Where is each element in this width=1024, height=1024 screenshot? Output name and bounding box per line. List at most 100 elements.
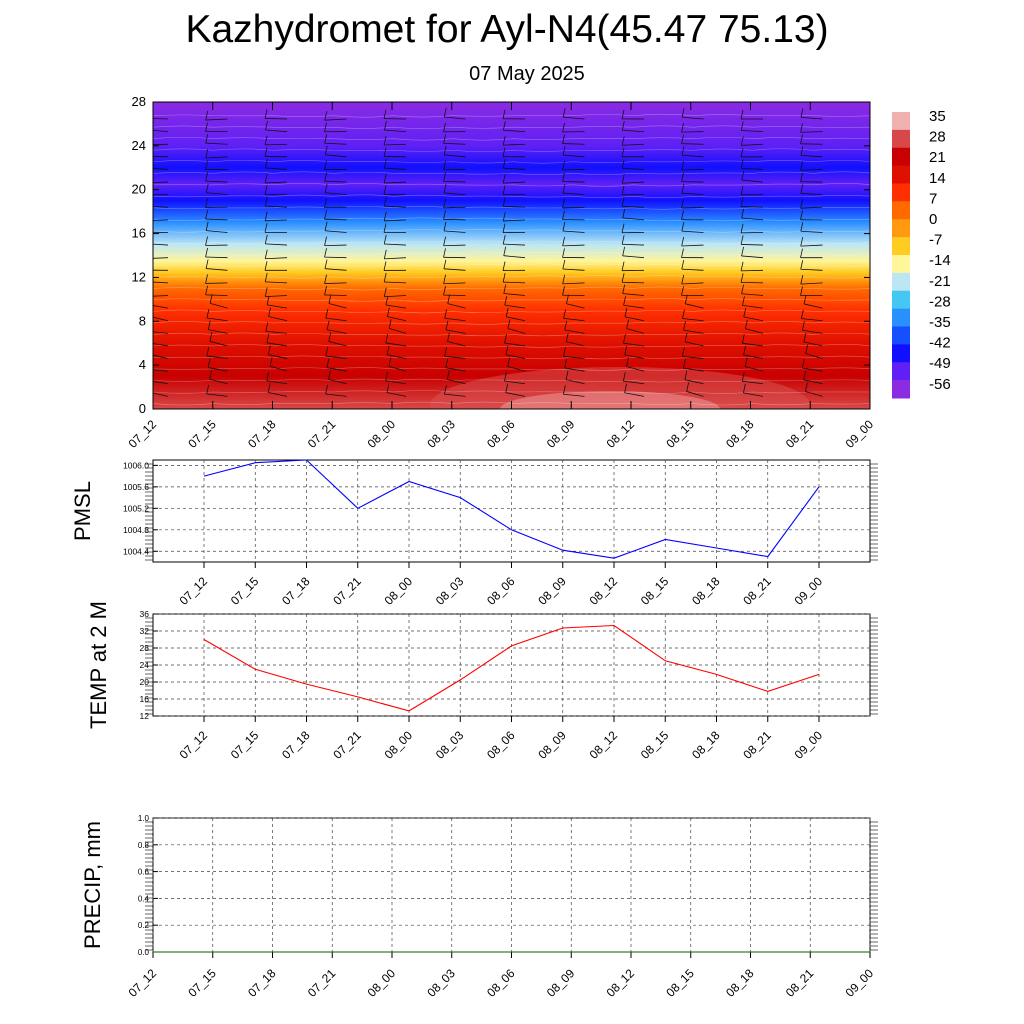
wind-barb	[264, 185, 288, 196]
wind-barb-feather	[504, 333, 507, 344]
wind-barb-feather	[624, 383, 627, 393]
wind-barb	[740, 197, 764, 208]
wind-barb	[386, 383, 407, 397]
y-axis-label: PRECIP, mm	[80, 821, 105, 949]
x-tick-label: 07_12	[177, 574, 211, 608]
wind-barb-feather	[324, 198, 327, 208]
wind-barb-staff	[153, 354, 169, 359]
x-tick-label: 08_12	[604, 966, 638, 1000]
wind-barb-feather	[800, 275, 804, 285]
wind-barb-feather	[383, 135, 387, 146]
y-tick-label: 24	[132, 138, 146, 153]
wind-barb-feather	[563, 309, 566, 319]
x-tick-label: 08_12	[604, 417, 638, 451]
x-tick-label: 07_15	[185, 417, 219, 451]
wind-barb	[445, 320, 466, 334]
wind-barb-staff	[743, 354, 764, 359]
wind-barb	[741, 246, 764, 259]
wind-barb	[328, 332, 347, 347]
wind-barb	[800, 260, 823, 271]
wind-barb-feather	[800, 210, 803, 220]
wind-barb-staff	[325, 192, 347, 196]
wind-barb-feather	[800, 286, 803, 296]
wind-barb-staff	[443, 218, 466, 221]
wind-barb-feather	[800, 134, 803, 144]
wind-barb-feather	[800, 222, 804, 232]
wind-barb	[153, 354, 169, 359]
wind-barb-staff	[266, 304, 288, 309]
y-tick-label: 0.6	[138, 868, 150, 877]
wind-barb-feather	[264, 185, 268, 195]
wind-barb-staff	[741, 130, 764, 133]
wind-barb	[562, 172, 585, 183]
wind-barb-staff	[626, 328, 645, 334]
wind-barb	[681, 146, 704, 158]
wind-barb-feather	[266, 295, 270, 305]
wind-barb	[502, 211, 526, 222]
wind-barb-feather	[681, 172, 684, 182]
wind-barb-feather	[388, 357, 392, 367]
wind-barb-staff	[623, 304, 645, 309]
wind-barb	[447, 294, 466, 309]
x-tick-label: 08_00	[382, 574, 416, 608]
wind-barb-feather	[446, 370, 450, 380]
wind-barb-feather	[443, 259, 447, 269]
wind-barb-staff	[385, 304, 407, 309]
wind-barb	[265, 158, 288, 170]
wind-barb-feather	[383, 185, 387, 195]
colorbar-label: -21	[929, 273, 951, 290]
wind-barb-staff	[684, 341, 704, 347]
wind-barb	[383, 196, 407, 208]
wind-barb	[507, 357, 526, 372]
wind-barb	[267, 383, 288, 397]
wind-barb-feather	[686, 382, 690, 392]
wind-barb-staff	[681, 230, 704, 233]
wind-barb-staff	[563, 393, 585, 397]
wind-barb-staff	[562, 143, 585, 145]
wind-barb	[324, 198, 347, 209]
wind-barb	[803, 332, 823, 347]
wind-barb-feather	[383, 223, 387, 233]
wind-barb-staff	[385, 380, 407, 385]
wind-barb	[802, 321, 823, 334]
wind-barb-staff	[741, 143, 764, 146]
wind-barb	[383, 173, 407, 184]
wind-barb-feather	[684, 294, 688, 304]
wind-barb-feather	[205, 198, 208, 208]
wind-barb-feather	[505, 345, 509, 355]
wind-barb-staff	[443, 268, 466, 271]
wind-barb	[153, 269, 169, 271]
wind-barb-staff	[325, 154, 347, 158]
wind-barb-feather	[621, 159, 625, 169]
colorbar-label: 28	[929, 129, 946, 146]
colorbar-swatch	[892, 290, 910, 310]
x-tick-label: 07_12	[126, 417, 160, 451]
wind-barb	[562, 146, 585, 158]
wind-barb-staff	[205, 156, 228, 159]
wind-barb	[800, 184, 823, 196]
x-tick-label: 08_15	[663, 966, 697, 1000]
wind-barb-staff	[563, 317, 585, 322]
wind-barb-staff	[742, 304, 764, 309]
wind-barb	[621, 109, 645, 120]
wind-barb-feather	[265, 322, 269, 332]
wind-barb	[443, 134, 466, 145]
wind-barb	[153, 392, 169, 397]
wind-barb	[153, 181, 169, 183]
wind-barb-feather	[803, 294, 807, 305]
x-tick-label: 07_15	[228, 574, 262, 608]
colorbar-swatch	[892, 308, 910, 327]
wind-barb	[503, 246, 526, 259]
wind-barb-feather	[324, 274, 327, 284]
wind-barb-feather	[740, 235, 744, 245]
contour-line	[153, 136, 870, 141]
wind-barb-staff	[622, 217, 645, 221]
wind-barb	[324, 285, 347, 296]
precip-panel: 0.0 0.2 0.4 0.6 0.8 1.0 07_12 07_15 07_18 07_21 08…	[80, 814, 878, 1000]
wind-barb-staff	[622, 243, 645, 246]
wind-barb-staff	[800, 230, 823, 233]
wind-barb-staff	[800, 154, 823, 158]
wind-barb-feather	[800, 248, 803, 258]
wind-barb-staff	[443, 206, 466, 209]
y-tick-label: 0.8	[138, 841, 150, 850]
